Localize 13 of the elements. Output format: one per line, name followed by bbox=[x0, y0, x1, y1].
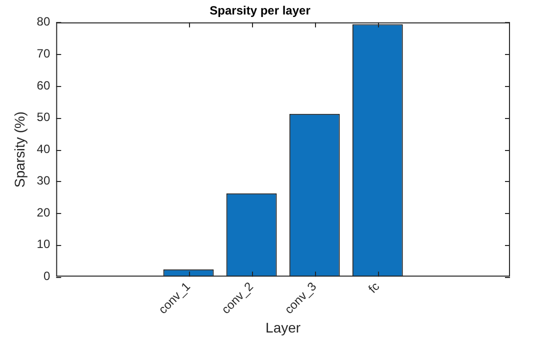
x-axis-title: Layer bbox=[266, 319, 301, 336]
y-tick-label: 10 bbox=[36, 237, 50, 252]
y-tick-label: 40 bbox=[36, 142, 50, 156]
y-tick-label: 30 bbox=[36, 174, 50, 188]
chart-title: Sparsity per layer bbox=[210, 4, 311, 18]
y-tick-label: 0 bbox=[43, 268, 50, 283]
y-tick-label: 70 bbox=[36, 46, 50, 60]
y-axis-title: Sparsity (%) bbox=[11, 111, 28, 188]
y-tick-label: 20 bbox=[36, 205, 50, 220]
y-tick-label: 50 bbox=[36, 110, 50, 124]
x-tick-label: fc bbox=[366, 279, 382, 296]
y-tick-label: 60 bbox=[36, 78, 50, 92]
y-tick-label: 80 bbox=[36, 14, 50, 29]
